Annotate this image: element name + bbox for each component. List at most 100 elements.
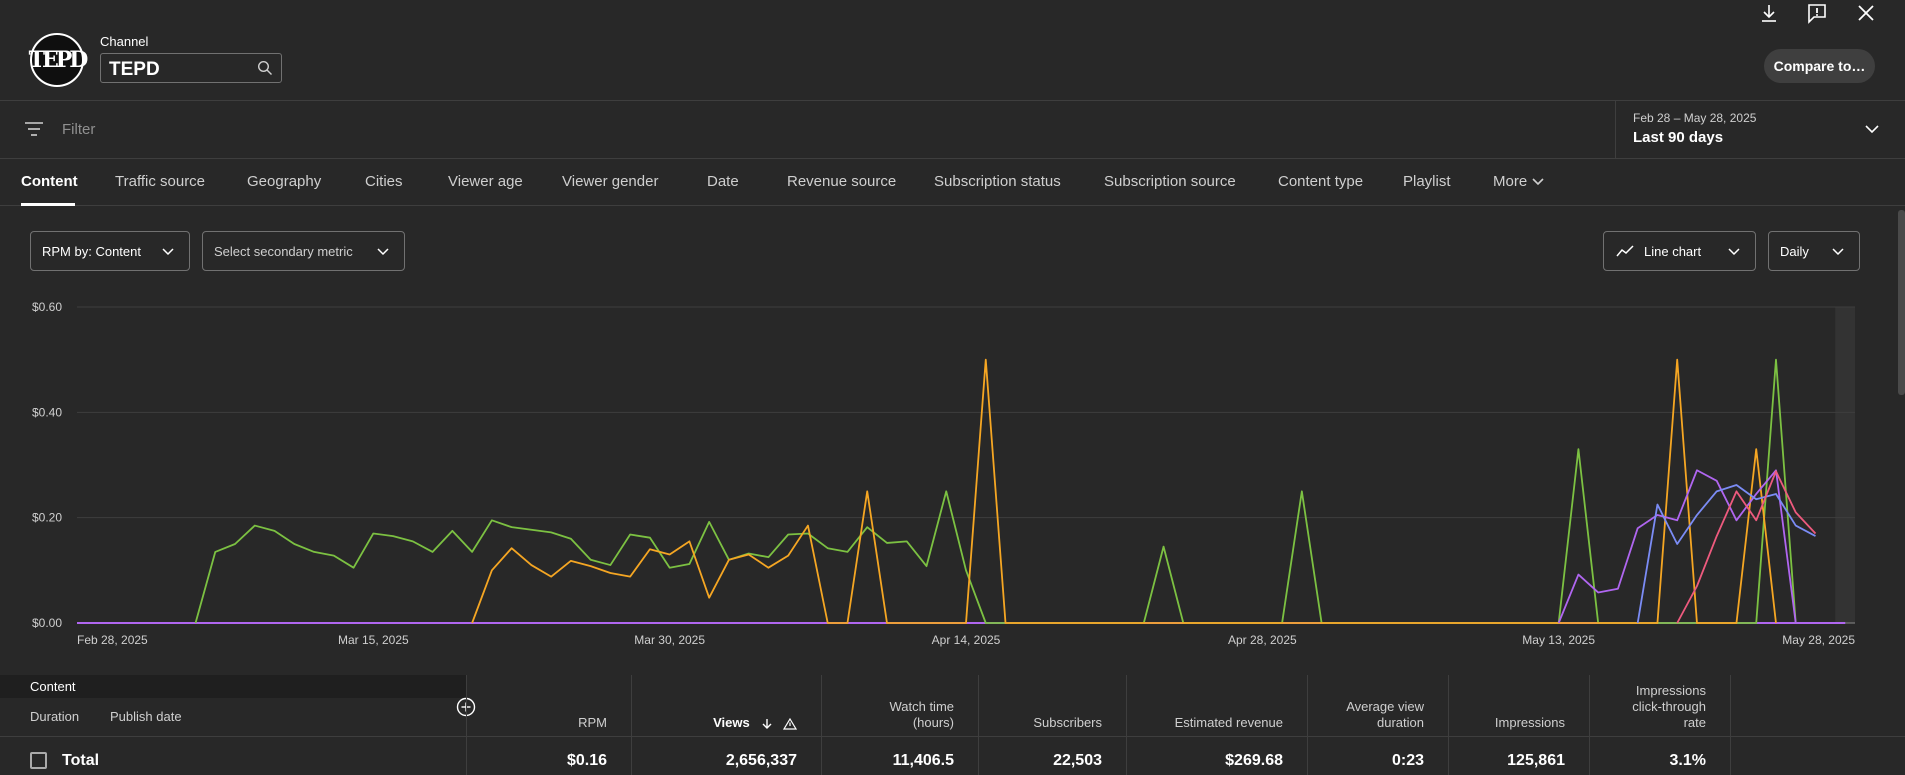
y-tick-label: $0.60 <box>32 300 62 314</box>
chevron-down-icon <box>1865 125 1879 134</box>
warning-icon[interactable] <box>773 715 798 730</box>
total-value: 125,861 <box>1507 752 1565 769</box>
tab-more[interactable]: More <box>1493 173 1545 190</box>
secondary-metric-dropdown[interactable]: Select secondary metric <box>202 231 405 271</box>
download-icon[interactable] <box>1758 2 1780 24</box>
tab-date[interactable]: Date <box>707 173 739 190</box>
series-line-1 <box>471 358 1777 624</box>
scrollbar[interactable] <box>1898 210 1905 395</box>
column-header-label: Views <box>713 715 750 730</box>
column-divider <box>821 675 822 775</box>
column-header[interactable]: Impressions <box>1494 715 1565 730</box>
date-range-selector[interactable]: Feb 28 – May 28, 2025 Last 90 days <box>1615 101 1905 159</box>
tab-viewer-age[interactable]: Viewer age <box>448 173 523 190</box>
column-divider <box>466 675 467 775</box>
column-divider <box>631 675 632 775</box>
tab-subscription-source[interactable]: Subscription source <box>1104 173 1236 190</box>
rpm-line-chart: $0.00 $0.20 $0.40 $0.60 Feb 28, 2025 Mar 15, … <box>32 300 1855 647</box>
publish-date-header[interactable]: Publish date <box>110 709 182 724</box>
tab-playlist[interactable]: Playlist <box>1403 173 1451 190</box>
filter-icon[interactable] <box>24 121 44 137</box>
total-value: 2,656,337 <box>725 752 797 769</box>
x-tick-label: Apr 28, 2025 <box>1228 633 1297 647</box>
chevron-down-icon <box>1832 248 1844 256</box>
close-icon[interactable] <box>1855 2 1877 24</box>
primary-metric-dropdown[interactable]: RPM by: Content <box>30 231 190 271</box>
tab-geography[interactable]: Geography <box>247 173 322 190</box>
series-line-4 <box>1676 470 1817 624</box>
channel-selector[interactable]: TEPD <box>100 53 282 83</box>
column-divider <box>978 675 979 775</box>
tab-more-label: More <box>1493 173 1528 190</box>
top-bar: TEPD Channel TEPD Compare to… <box>0 0 1905 101</box>
channel-logo: TEPD <box>29 33 88 87</box>
chevron-down-icon <box>1532 178 1544 186</box>
feedback-icon[interactable] <box>1806 2 1828 24</box>
content-column-header: Content <box>0 675 466 698</box>
column-divider <box>1448 675 1449 775</box>
column-header[interactable]: Average view duration <box>1346 699 1424 730</box>
tab-content-type[interactable]: Content type <box>1278 173 1364 190</box>
column-divider <box>1126 675 1127 775</box>
row-divider <box>0 736 1905 737</box>
total-value: 3.1% <box>1669 752 1706 769</box>
date-range-text: Feb 28 – May 28, 2025 <box>1633 111 1757 125</box>
primary-metric-label: RPM by: Content <box>42 243 141 259</box>
tab-traffic-source[interactable]: Traffic source <box>115 173 206 190</box>
x-tick-label: Mar 30, 2025 <box>634 633 705 647</box>
x-tick-label: May 28, 2025 <box>1782 633 1855 647</box>
secondary-metric-label: Select secondary metric <box>214 243 353 259</box>
column-header[interactable]: Watch time (hours) <box>889 699 954 730</box>
date-preset: Last 90 days <box>1633 129 1724 146</box>
total-value: 0:23 <box>1391 752 1424 769</box>
chevron-down-icon <box>1728 248 1740 256</box>
channel-name: TEPD <box>109 59 160 80</box>
column-header[interactable]: Subscribers <box>1033 715 1102 730</box>
total-value: 22,503 <box>1053 752 1102 769</box>
column-header[interactable]: RPM <box>578 715 607 730</box>
x-tick-label: Feb 28, 2025 <box>77 633 148 647</box>
filter-input[interactable]: Filter <box>62 121 96 138</box>
y-tick-label: $0.20 <box>32 511 62 525</box>
column-divider <box>1730 675 1731 775</box>
duration-header[interactable]: Duration <box>30 709 80 724</box>
chevron-down-icon <box>162 248 174 256</box>
sort-down-icon <box>750 715 774 730</box>
column-header[interactable]: Estimated revenue <box>1174 715 1283 730</box>
dimension-tabs: Content Traffic source Geography Cities … <box>0 160 1905 206</box>
series-line-2 <box>1557 469 1797 624</box>
total-row-checkbox[interactable] <box>30 752 47 769</box>
current-period-band <box>1835 307 1855 623</box>
series-line-3 <box>1636 484 1816 624</box>
total-value: $269.68 <box>1225 752 1283 769</box>
tab-revenue-source[interactable]: Revenue source <box>787 173 897 190</box>
column-divider <box>1589 675 1590 775</box>
granularity-label: Daily <box>1780 243 1809 259</box>
metrics-table: Content Duration Publish date RPM $0.16 Vi… <box>0 675 1905 775</box>
chart-type-label: Line chart <box>1644 243 1702 259</box>
search-icon[interactable] <box>257 60 273 76</box>
line-chart-icon <box>1616 245 1634 257</box>
x-tick-label: Mar 15, 2025 <box>338 633 409 647</box>
column-header[interactable]: Views <box>637 715 798 731</box>
chart-type-dropdown[interactable]: Line chart <box>1603 231 1756 271</box>
column-header[interactable]: Impressions click-through rate <box>1632 683 1706 730</box>
tab-content[interactable]: Content <box>21 173 78 190</box>
column-divider <box>1307 675 1308 775</box>
total-value: 11,406.5 <box>892 752 954 769</box>
channel-label: Channel <box>100 34 149 49</box>
total-row-label: Total <box>62 752 100 769</box>
tab-subscription-status[interactable]: Subscription status <box>934 173 1061 190</box>
active-tab-indicator <box>21 203 75 206</box>
total-value: $0.16 <box>566 752 607 769</box>
chevron-down-icon <box>377 248 389 256</box>
compare-button[interactable]: Compare to… <box>1764 49 1875 83</box>
content-column-label: Content <box>30 679 76 694</box>
x-tick-label: Apr 14, 2025 <box>932 633 1001 647</box>
y-tick-label: $0.40 <box>32 405 62 419</box>
granularity-dropdown[interactable]: Daily <box>1768 231 1860 271</box>
filter-bar: Filter Feb 28 – May 28, 2025 Last 90 day… <box>0 101 1905 159</box>
y-tick-label: $0.00 <box>32 616 62 630</box>
tab-viewer-gender[interactable]: Viewer gender <box>562 173 659 190</box>
tab-cities[interactable]: Cities <box>365 173 403 190</box>
